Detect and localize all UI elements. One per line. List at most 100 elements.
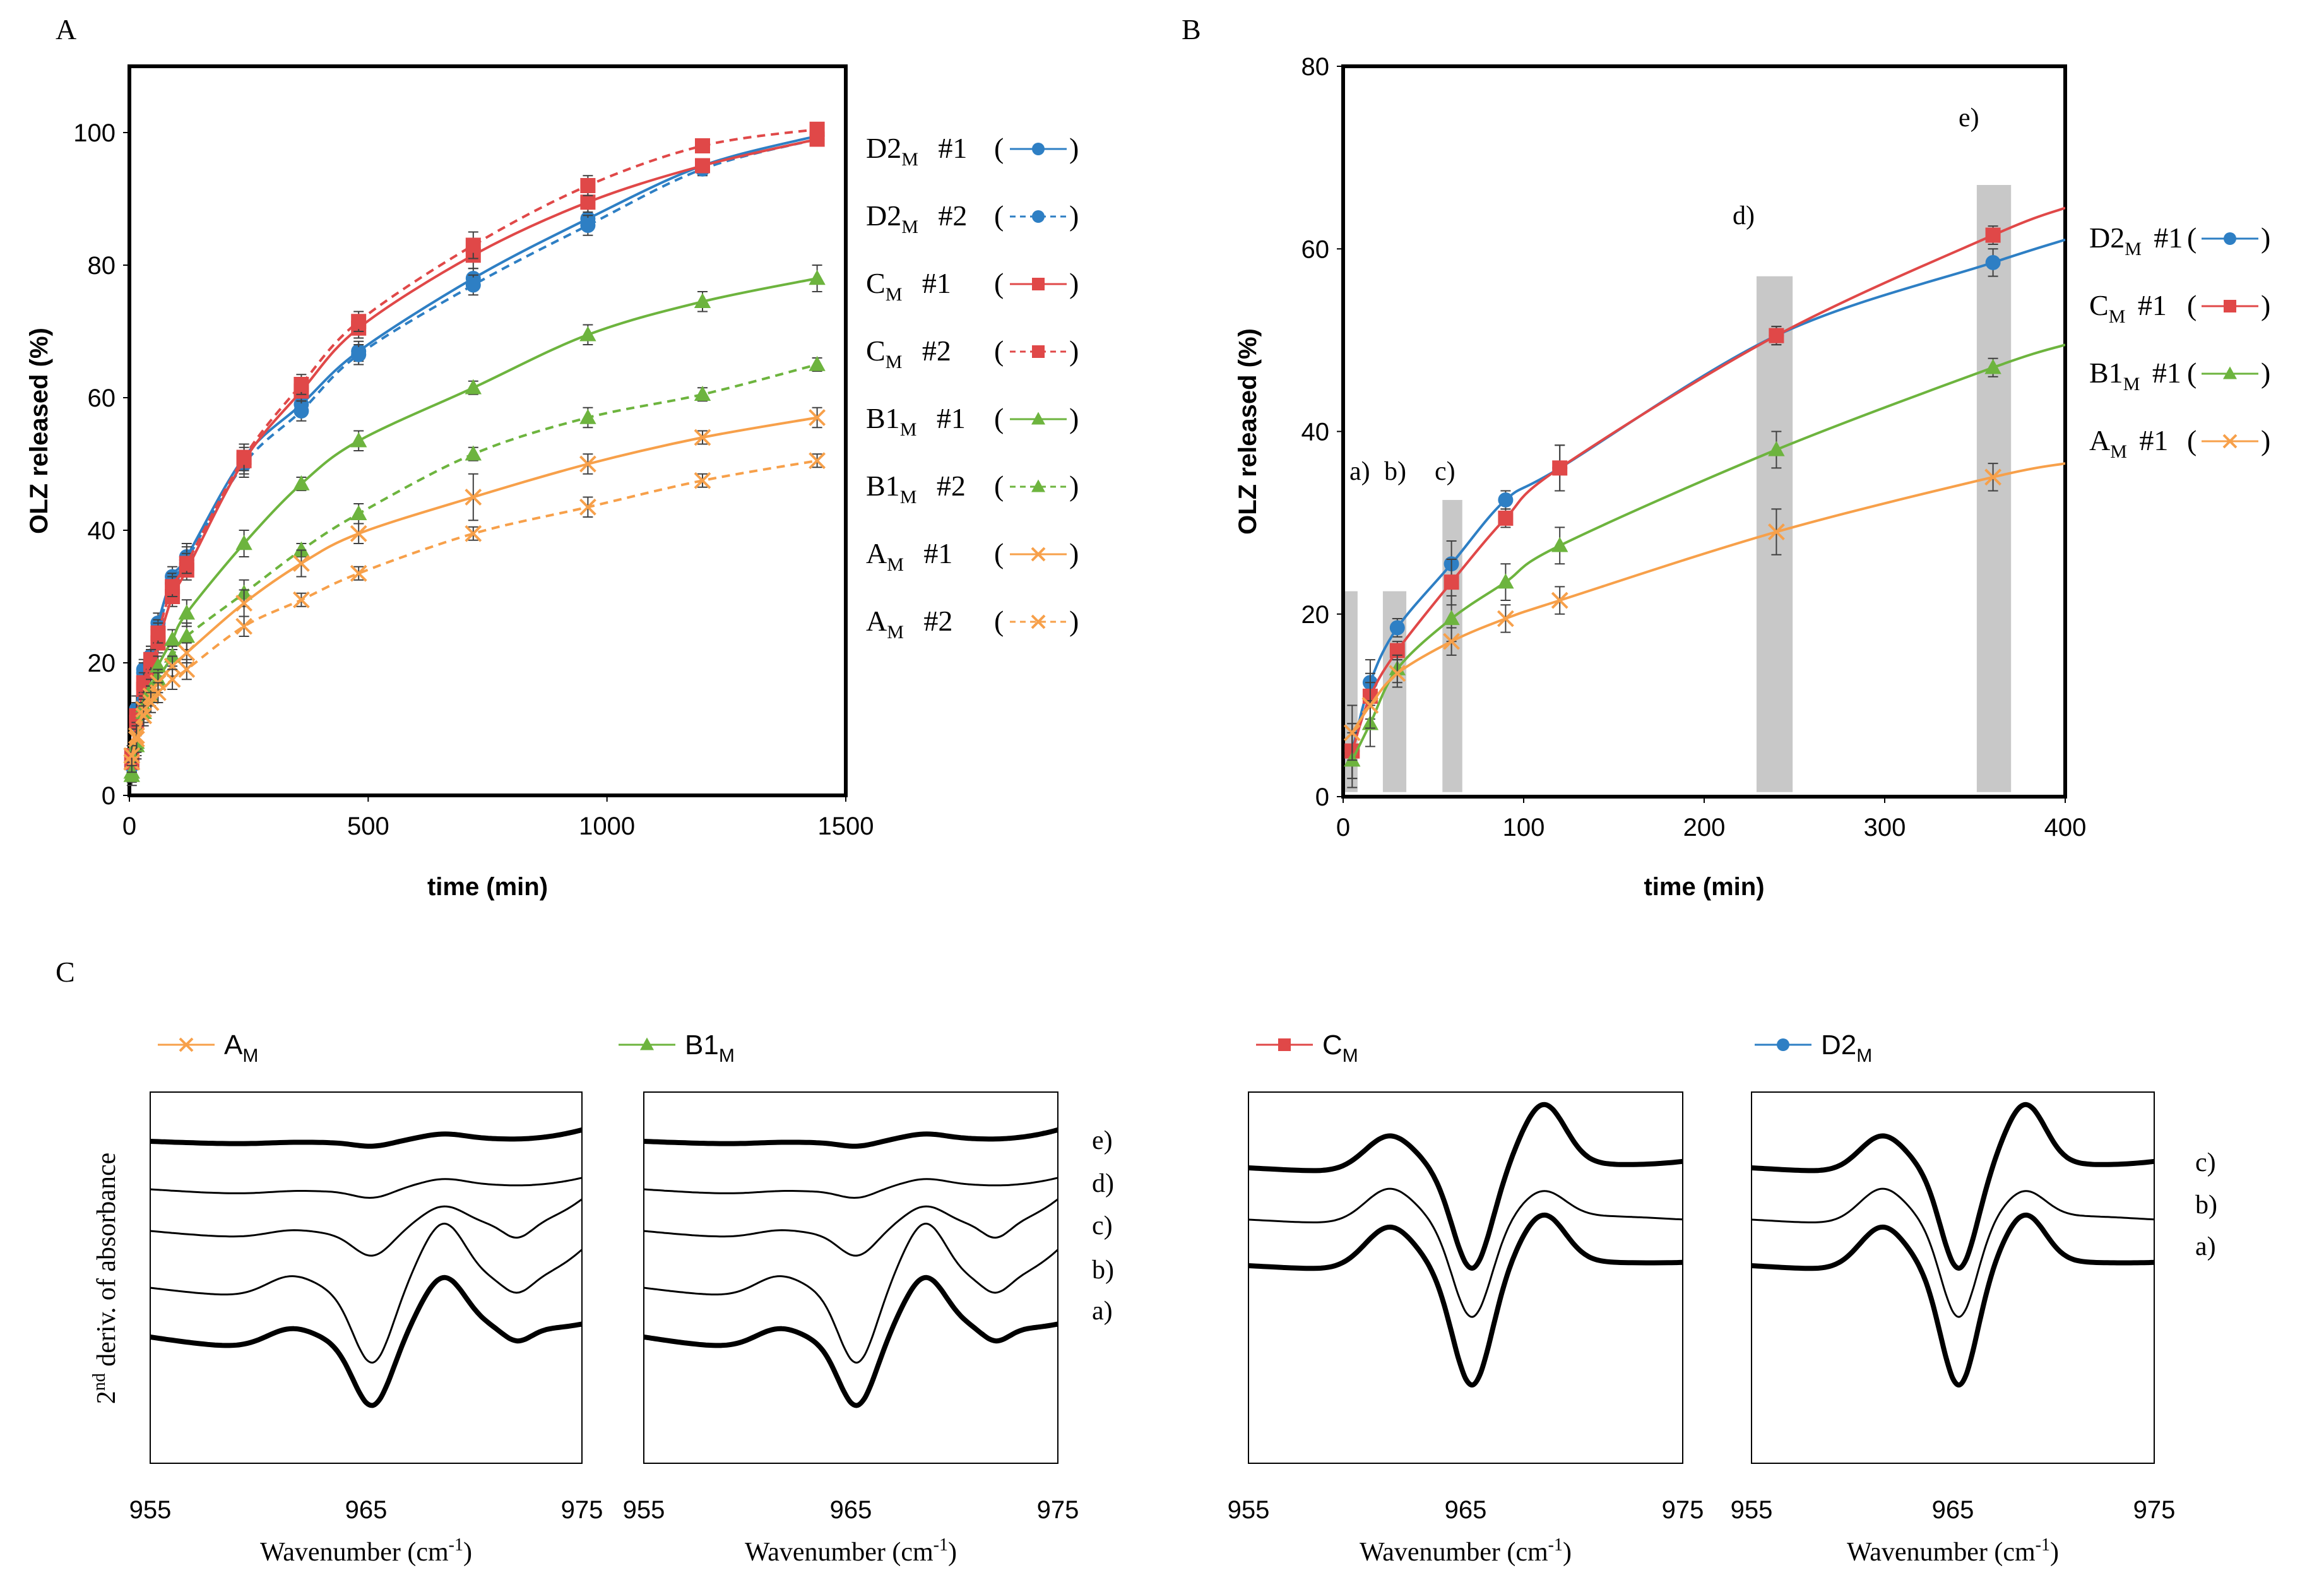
data-point [150,625,166,641]
legend-glyph-open: ( [994,199,1004,232]
x-tick-label: 200 [1683,814,1726,841]
data-point-stroke-b [1984,468,2002,486]
data-point [1498,510,1514,526]
data-point [165,579,181,595]
legend-glyph-marker [179,1037,194,1052]
spectrum-subplot-d2m: D2M 955 965 975 Wavenumber (cm-1) c) b) a) [1731,1030,2217,1567]
data-point [178,661,196,678]
legend-label: D2M #1 [866,132,967,170]
series-line [130,459,817,756]
legend-glyph-close: ) [1069,267,1079,299]
legend-entry: AM [158,1030,258,1066]
legend-glyph-open: ( [2187,357,2197,389]
data-point-stroke-b [809,452,826,470]
spectrum-trace [1751,1102,2155,1271]
legend-label: CM #1 [2089,289,2167,327]
legend-glyph [1755,1038,1811,1051]
legend-entry: CM [1256,1030,1358,1066]
data-point [1498,492,1514,508]
data-point [580,194,596,210]
legend-glyph [1010,210,1067,223]
trace-label: b) [1092,1256,1114,1285]
series-line [130,363,818,776]
data-point-stroke-b [292,591,310,609]
legend-label: AM [224,1030,258,1066]
series-line [130,128,817,756]
data-point [292,591,310,609]
data-point [350,564,367,582]
legend-entry: B1M #1 () [866,402,1079,440]
legend-glyph-open: ( [994,335,1004,367]
series-line [1351,238,2065,752]
data-point-stroke-b [809,409,826,426]
x-tick-label: 955 [1228,1496,1270,1524]
data-point [127,730,145,748]
data-point-stroke-b [163,670,181,688]
data-point [1497,610,1514,627]
data-point [1769,328,1784,343]
data-point [350,504,367,520]
legend-glyph [1010,479,1067,492]
legend-entry: AM #1 () [2089,424,2270,462]
spectrum-trace [643,1198,1058,1257]
trace-label: d) [1092,1169,1114,1198]
legend-entry: CM #1 () [866,267,1079,305]
legend-label: B1M #2 [866,470,966,508]
legend-glyph-marker-stroke-b [179,1037,194,1052]
legend-glyph-open: ( [994,605,1004,637]
sampling-window-label: e) [1959,104,1979,133]
data-point [1551,591,1568,609]
data-point-stroke-b [178,661,196,678]
data-point [694,292,711,308]
data-point [695,158,710,174]
legend-label: D2M #1 [2089,222,2183,259]
spectrum-trace [643,1222,1058,1364]
legend-glyph-marker [1032,210,1045,223]
x-tick-label: 400 [2044,814,2087,841]
x-tick-label: 955 [1731,1496,1773,1524]
subplot-frame [1751,1091,2155,1464]
legend-glyph [158,1037,215,1052]
x-axis-label: Wavenumber (cm-1) [745,1535,957,1567]
legend-glyph-marker [1031,547,1046,562]
y-axis-label: 2nd deriv. of absorbance [90,1153,121,1404]
legend-glyph [1010,412,1067,425]
legend-entry: D2M #1 () [866,132,1079,170]
legend-glyph-marker [1032,345,1045,358]
x-tick-label: 0 [1336,814,1350,841]
x-axis-label: Wavenumber (cm-1) [1360,1535,1572,1567]
y-tick-label: 40 [1301,419,1330,446]
data-point [235,617,253,635]
legend-label: B1M [685,1030,735,1066]
series-b1m-run2 [123,355,826,787]
data-point [351,347,367,362]
data-point-stroke-b [1361,696,1379,714]
legend-glyph [2202,232,2258,245]
series-cm-run2 [124,121,825,766]
legend-label: CM #2 [866,335,951,372]
data-point-stroke-b [142,694,160,711]
data-point [580,218,596,233]
y-tick-label: 80 [88,252,116,280]
data-point [1389,620,1405,636]
legend-glyph [2202,434,2258,449]
spectrum-trace [150,1198,583,1257]
legend-glyph-marker [1032,278,1045,290]
data-point [1443,610,1460,626]
y-tick-label: 100 [73,119,116,147]
trace-label: e) [1092,1126,1113,1155]
x-axis-label: Wavenumber (cm-1) [260,1535,472,1567]
legend-glyph [1256,1038,1313,1051]
spectrum-subplot-cm: CM 955 965 975 Wavenumber (cm-1) [1228,1030,1704,1567]
x-tick-label: 300 [1864,814,1906,841]
legend-entry: CM #1 () [2089,289,2270,327]
legend-glyph-marker [1777,1038,1789,1051]
data-point [1497,573,1514,589]
legend-glyph-close: ) [2261,357,2270,389]
data-point [1768,441,1785,456]
y-tick-label: 80 [1301,53,1330,81]
data-point [1985,254,2001,270]
data-point [1551,537,1568,552]
trace-label: b) [2195,1191,2217,1220]
legend-glyph-close: ) [1069,537,1079,569]
